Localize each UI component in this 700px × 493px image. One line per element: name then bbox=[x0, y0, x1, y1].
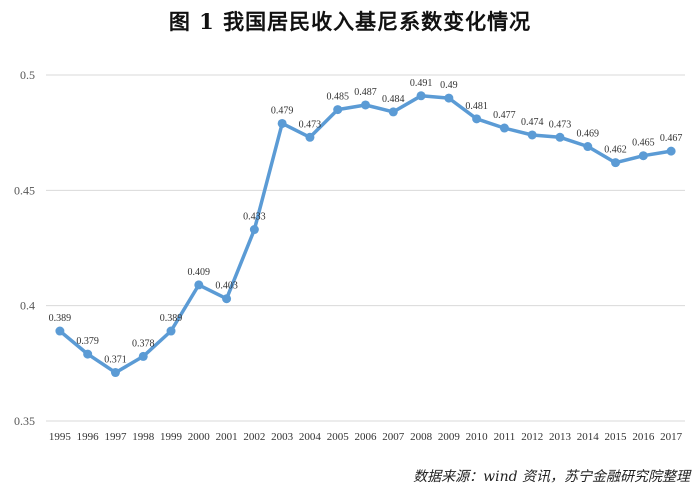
data-label: 0.473 bbox=[299, 119, 322, 130]
x-tick-label: 2013 bbox=[549, 431, 572, 443]
data-point bbox=[277, 118, 287, 128]
data-point bbox=[416, 91, 426, 101]
data-point bbox=[388, 107, 398, 117]
data-label: 0.474 bbox=[521, 117, 544, 128]
x-tick-label: 1999 bbox=[160, 431, 183, 443]
data-label: 0.481 bbox=[465, 101, 488, 112]
data-point bbox=[222, 294, 232, 304]
data-point bbox=[583, 142, 593, 152]
x-tick-label: 2000 bbox=[188, 431, 211, 443]
data-label: 0.433 bbox=[243, 212, 266, 223]
x-tick-label: 2016 bbox=[632, 431, 655, 443]
data-label: 0.485 bbox=[326, 92, 349, 103]
data-label: 0.389 bbox=[160, 313, 183, 324]
data-label: 0.379 bbox=[76, 336, 99, 347]
x-tick-label: 2009 bbox=[438, 431, 461, 443]
chart-title: 图 1 我国居民收入基尼系数变化情况 bbox=[168, 9, 532, 34]
x-tick-label: 2005 bbox=[327, 431, 350, 443]
data-label: 0.403 bbox=[215, 281, 238, 292]
data-label: 0.473 bbox=[549, 119, 572, 130]
data-label: 0.465 bbox=[632, 138, 655, 149]
data-point bbox=[444, 93, 454, 103]
data-label: 0.469 bbox=[577, 129, 600, 140]
x-tick-label: 2010 bbox=[466, 431, 489, 443]
data-point bbox=[527, 130, 537, 140]
source-note: 数据来源：wind 资讯，苏宁金融研究院整理 bbox=[413, 469, 690, 485]
y-axis-ticks: 0.35 0.4 0.45 0.5 bbox=[14, 68, 35, 428]
x-tick-label: 2002 bbox=[243, 431, 265, 443]
x-tick-label: 1995 bbox=[49, 431, 72, 443]
y-tick-label: 0.4 bbox=[20, 299, 35, 313]
data-point bbox=[499, 123, 509, 133]
x-tick-label: 1998 bbox=[132, 431, 155, 443]
x-tick-label: 2017 bbox=[660, 431, 683, 443]
data-label: 0.409 bbox=[188, 267, 211, 278]
x-tick-label: 2006 bbox=[355, 431, 378, 443]
data-label: 0.467 bbox=[660, 133, 683, 144]
x-tick-label: 2001 bbox=[216, 431, 238, 443]
data-label: 0.491 bbox=[410, 78, 433, 89]
data-label: 0.484 bbox=[382, 94, 405, 105]
y-tick-label: 0.5 bbox=[20, 68, 35, 82]
data-point bbox=[110, 368, 120, 378]
data-point bbox=[361, 100, 370, 110]
gridlines bbox=[46, 74, 685, 422]
x-tick-label: 2003 bbox=[271, 431, 294, 443]
data-point bbox=[472, 114, 482, 124]
data-label: 0.479 bbox=[271, 105, 294, 116]
data-point bbox=[611, 158, 621, 168]
data-label: 0.389 bbox=[49, 313, 72, 324]
x-tick-label: 1997 bbox=[104, 431, 127, 443]
data-label: 0.462 bbox=[604, 145, 627, 156]
data-label: 0.487 bbox=[354, 87, 377, 98]
data-label: 0.378 bbox=[132, 338, 155, 349]
data-point bbox=[638, 151, 648, 161]
data-point bbox=[55, 326, 65, 336]
data-label: 0.477 bbox=[493, 110, 516, 121]
x-tick-label: 1996 bbox=[77, 431, 100, 443]
data-point bbox=[666, 146, 676, 156]
data-point bbox=[555, 132, 565, 142]
data-point bbox=[166, 326, 176, 336]
data-point bbox=[83, 349, 93, 359]
x-tick-label: 2008 bbox=[410, 431, 433, 443]
x-tick-label: 2011 bbox=[494, 431, 516, 443]
x-tick-label: 2015 bbox=[605, 431, 628, 443]
y-tick-label: 0.45 bbox=[14, 183, 35, 197]
data-points bbox=[55, 91, 676, 378]
x-tick-label: 2012 bbox=[521, 431, 543, 443]
x-tick-label: 2007 bbox=[382, 431, 405, 443]
data-point bbox=[333, 105, 343, 115]
x-axis-ticks: 1995 1996 1997 1998 1999 2000 2001 2002 2003 2004… bbox=[49, 431, 683, 443]
y-tick-label: 0.35 bbox=[14, 414, 35, 428]
data-point bbox=[194, 280, 204, 290]
data-labels: 0.389 0.379 0.371 0.378 0.389 0.409 0.403 0.433… bbox=[49, 78, 683, 366]
x-tick-label: 2014 bbox=[577, 431, 600, 443]
data-point bbox=[305, 132, 315, 142]
data-point bbox=[138, 351, 148, 361]
data-label: 0.49 bbox=[440, 80, 458, 91]
data-point bbox=[249, 225, 259, 235]
data-label: 0.371 bbox=[104, 355, 127, 366]
x-tick-label: 2004 bbox=[299, 431, 322, 443]
